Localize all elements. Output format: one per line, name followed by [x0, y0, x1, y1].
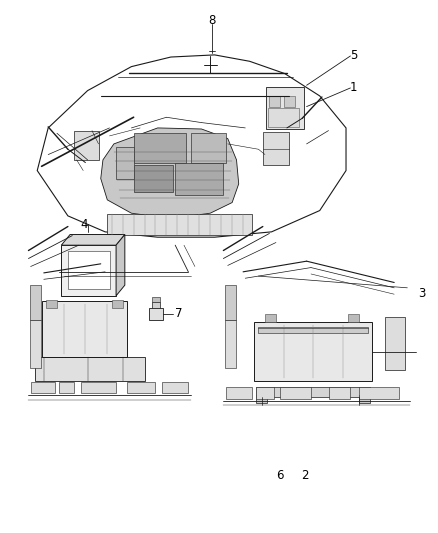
Polygon shape [61, 235, 125, 245]
Bar [30, 285, 41, 320]
Bar [116, 147, 134, 179]
Bar [107, 214, 252, 235]
Bar [385, 317, 405, 370]
Bar [175, 163, 223, 195]
Bar [35, 357, 145, 381]
Bar [162, 382, 188, 393]
Bar [280, 387, 311, 399]
Bar [191, 133, 226, 163]
Text: 3: 3 [418, 287, 425, 300]
Bar [269, 96, 280, 107]
Bar [268, 108, 299, 127]
Bar [258, 327, 368, 333]
Text: 8: 8 [209, 14, 216, 27]
Bar [42, 301, 127, 357]
Polygon shape [61, 245, 116, 296]
Bar [266, 87, 304, 129]
Bar [134, 133, 186, 163]
Bar [225, 285, 236, 320]
Bar [152, 302, 160, 308]
Bar [127, 382, 155, 393]
Bar [225, 320, 236, 368]
Bar [74, 131, 99, 160]
Bar [30, 320, 41, 368]
Bar [256, 387, 370, 397]
Text: 1: 1 [350, 82, 358, 94]
Bar [31, 382, 55, 393]
Bar [359, 387, 399, 399]
Bar [226, 387, 252, 399]
Polygon shape [37, 55, 346, 237]
Bar [284, 96, 295, 107]
Text: 7: 7 [175, 308, 183, 320]
Bar [328, 387, 350, 399]
Bar [46, 300, 57, 308]
Bar [112, 300, 123, 308]
Bar [256, 387, 274, 399]
Bar [149, 308, 163, 320]
Bar [263, 132, 289, 165]
Text: 4: 4 [80, 219, 88, 231]
Text: 5: 5 [350, 50, 357, 62]
Bar [134, 165, 173, 192]
Text: 6: 6 [276, 469, 284, 482]
Bar [152, 297, 160, 302]
Bar [256, 395, 267, 403]
Bar [68, 251, 110, 289]
Bar [81, 382, 116, 393]
Bar [254, 322, 372, 381]
Bar [359, 395, 370, 403]
Polygon shape [101, 128, 239, 219]
Bar [265, 314, 276, 322]
Text: 2: 2 [300, 469, 308, 482]
Polygon shape [116, 235, 125, 296]
Bar [348, 314, 359, 322]
Bar [59, 382, 74, 393]
